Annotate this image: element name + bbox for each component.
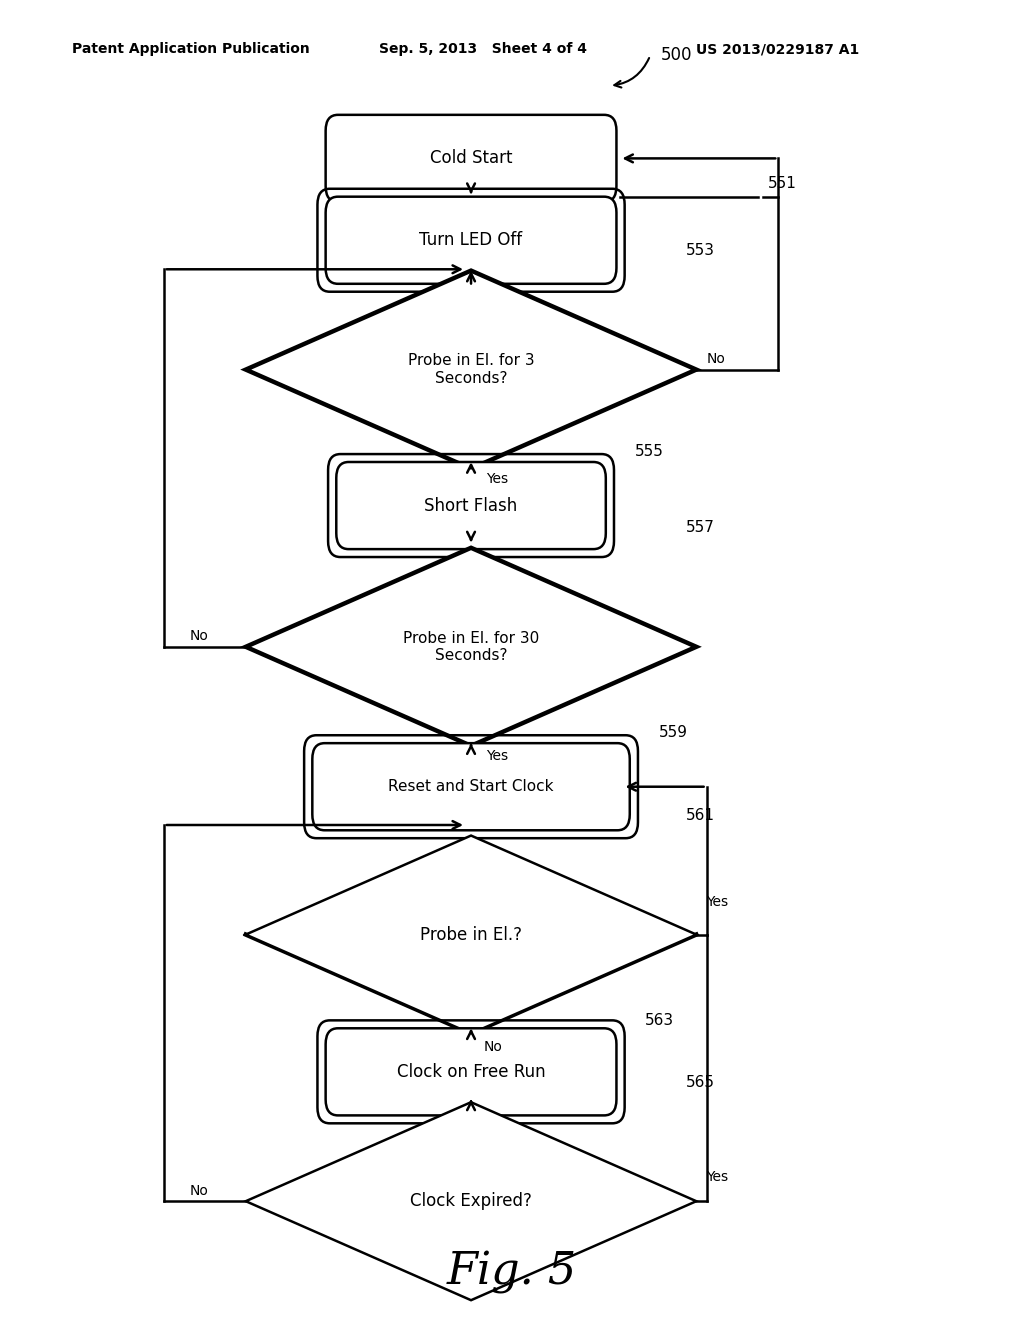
- Text: Turn LED Off: Turn LED Off: [420, 231, 522, 249]
- Text: Reset and Start Clock: Reset and Start Clock: [388, 779, 554, 795]
- Text: Cold Start: Cold Start: [430, 149, 512, 168]
- Text: Yes: Yes: [486, 750, 509, 763]
- Text: 555: 555: [635, 444, 664, 459]
- Text: No: No: [483, 1040, 502, 1053]
- Text: Patent Application Publication: Patent Application Publication: [72, 42, 309, 57]
- Text: Yes: Yes: [707, 895, 729, 908]
- Polygon shape: [246, 836, 696, 1034]
- FancyBboxPatch shape: [326, 1028, 616, 1115]
- Text: Short Flash: Short Flash: [424, 496, 518, 515]
- FancyBboxPatch shape: [336, 462, 606, 549]
- Text: Probe in El. for 30
Seconds?: Probe in El. for 30 Seconds?: [402, 631, 540, 663]
- Text: Fig. 5: Fig. 5: [446, 1250, 578, 1294]
- Text: Clock Expired?: Clock Expired?: [410, 1192, 532, 1210]
- FancyBboxPatch shape: [326, 197, 616, 284]
- Polygon shape: [246, 548, 696, 746]
- Text: Sep. 5, 2013   Sheet 4 of 4: Sep. 5, 2013 Sheet 4 of 4: [379, 42, 587, 57]
- Text: 565: 565: [686, 1074, 715, 1090]
- Text: 551: 551: [768, 176, 797, 191]
- Text: Probe in El. for 3
Seconds?: Probe in El. for 3 Seconds?: [408, 354, 535, 385]
- Text: Yes: Yes: [707, 1171, 729, 1184]
- Text: 563: 563: [645, 1012, 674, 1028]
- Text: 559: 559: [658, 725, 687, 741]
- Text: No: No: [707, 352, 725, 366]
- Text: US 2013/0229187 A1: US 2013/0229187 A1: [696, 42, 859, 57]
- FancyBboxPatch shape: [326, 115, 616, 202]
- FancyBboxPatch shape: [312, 743, 630, 830]
- Polygon shape: [246, 1102, 696, 1300]
- Text: 561: 561: [686, 808, 715, 824]
- Text: Clock on Free Run: Clock on Free Run: [396, 1063, 546, 1081]
- Text: Yes: Yes: [486, 473, 509, 486]
- Text: No: No: [189, 630, 208, 643]
- Text: 553: 553: [686, 243, 715, 259]
- Text: No: No: [189, 1184, 208, 1197]
- Text: 500: 500: [660, 46, 692, 65]
- Text: 557: 557: [686, 520, 715, 536]
- Text: Probe in El.?: Probe in El.?: [420, 925, 522, 944]
- Polygon shape: [246, 271, 696, 469]
